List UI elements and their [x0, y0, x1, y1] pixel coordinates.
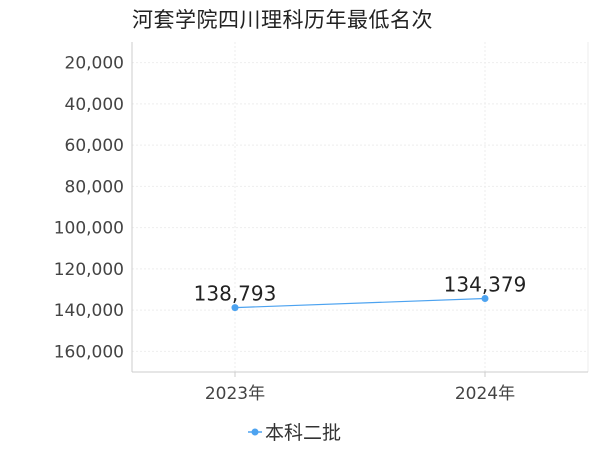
y-tick-label: 60,000 — [65, 136, 124, 156]
y-tick-label: 140,000 — [54, 301, 124, 321]
grid-lines — [132, 42, 589, 372]
y-tick-label: 80,000 — [65, 177, 124, 197]
axes — [131, 42, 588, 377]
data-point — [231, 304, 239, 312]
legend[interactable]: 本科二批 — [248, 422, 341, 444]
y-tick-label: 120,000 — [54, 260, 124, 280]
legend-dot-marker — [251, 428, 259, 436]
x-tick-label: 2024年 — [455, 384, 515, 404]
x-tick-label: 2023年 — [205, 384, 265, 404]
y-axis-tick-labels: 20,000 40,000 60,000 80,000 100,000 120,000 14… — [54, 54, 124, 363]
legend-label[interactable]: 本科二批 — [265, 422, 341, 444]
data-points — [231, 295, 489, 312]
data-point — [481, 295, 489, 303]
y-tick-label: 160,000 — [54, 342, 124, 362]
y-tick-label: 20,000 — [65, 54, 124, 74]
chart-title: 河套学院四川理科历年最低名次 — [132, 8, 433, 32]
x-axis-tick-labels: 2023年 2024年 — [205, 384, 515, 404]
series-lines — [234, 297, 486, 309]
data-label: 138,793 — [194, 282, 277, 306]
data-label: 134,379 — [444, 273, 527, 297]
data-labels: 138,793 134,379 — [194, 273, 527, 306]
y-tick-label: 100,000 — [54, 219, 124, 239]
series-line — [234, 297, 486, 309]
y-tick-label: 40,000 — [65, 95, 124, 115]
